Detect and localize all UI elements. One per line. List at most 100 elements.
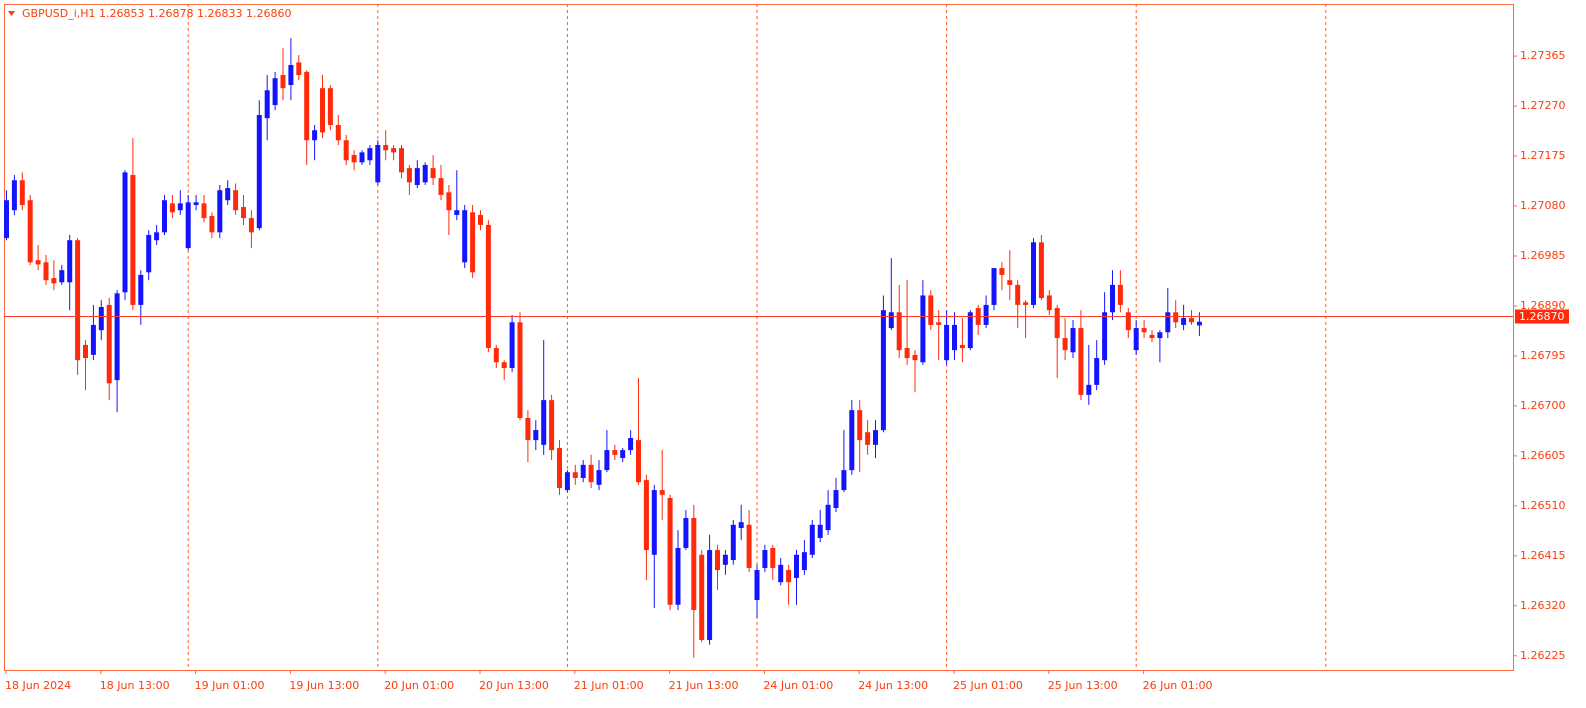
x-tick-label: 19 Jun 01:00 (195, 679, 265, 692)
candle-body (533, 430, 539, 441)
candle-body (999, 268, 1005, 275)
x-tick-label: 21 Jun 01:00 (574, 679, 644, 692)
candle-body (248, 218, 254, 233)
candle-body (967, 312, 973, 349)
candle-body (264, 90, 270, 119)
candle-body (604, 450, 610, 471)
candle-body (217, 190, 223, 233)
candle-body (1149, 334, 1155, 339)
candle-body (1173, 312, 1179, 323)
y-tick-label: 1.26320 (1520, 599, 1566, 612)
candle-body (162, 200, 167, 233)
candle-body (1038, 242, 1044, 299)
candle-body (873, 430, 878, 445)
candle-body (738, 522, 744, 528)
x-tick-label: 18 Jun 13:00 (100, 679, 170, 692)
candle-body (509, 322, 515, 369)
candle-body (920, 295, 926, 363)
y-tick-label: 1.26890 (1520, 299, 1566, 312)
candle-body (564, 472, 570, 491)
candle-body (462, 210, 468, 263)
candle-body (1062, 338, 1068, 351)
candle-body (572, 472, 578, 478)
candle-body (4, 200, 9, 239)
candle-body (130, 174, 136, 305)
candle-body (446, 192, 452, 211)
candle-body (1165, 312, 1171, 333)
candle-body (778, 564, 784, 583)
candle-body (809, 524, 815, 555)
candle-body (1196, 321, 1202, 326)
candle-body (1181, 318, 1187, 325)
candle-body (225, 188, 231, 201)
candle-body (114, 293, 120, 381)
candle-body (1125, 312, 1131, 331)
y-tick-label: 1.26795 (1520, 349, 1566, 362)
candle-body (422, 164, 428, 183)
candle-body (35, 260, 41, 265)
y-tick-label: 1.26510 (1520, 499, 1566, 512)
candle-body (746, 524, 752, 568)
candle-body (256, 115, 262, 229)
candle-body (683, 517, 689, 548)
candle-body (525, 418, 531, 441)
menu-triangle[interactable] (8, 11, 15, 16)
y-tick-label: 1.26225 (1520, 649, 1566, 662)
candle-body (399, 148, 404, 173)
candle-body (1023, 302, 1029, 305)
candle-body (169, 203, 175, 213)
candle-body (241, 207, 246, 219)
candle-body (636, 440, 641, 483)
y-tick-label: 1.26700 (1520, 399, 1566, 412)
candle-body (414, 168, 420, 185)
candle-body (1102, 312, 1108, 361)
candle-body (438, 178, 444, 195)
candle-body (327, 88, 333, 125)
x-tick-label: 25 Jun 01:00 (953, 679, 1023, 692)
candle-body (335, 124, 341, 141)
candle-body (19, 180, 25, 205)
candle-body (541, 400, 547, 445)
candle-body (628, 438, 634, 451)
candle-body (493, 348, 499, 363)
candle-body (959, 344, 965, 349)
candle-body (1157, 332, 1163, 339)
candle-body (367, 148, 373, 161)
candle-body (699, 554, 705, 641)
candle-body (841, 470, 847, 491)
candle-body (138, 274, 144, 305)
candle-body (1046, 295, 1052, 311)
current-price-label: 1.26870 (1519, 310, 1565, 323)
candle-body (320, 88, 325, 133)
candle-body (272, 78, 278, 106)
candle-body (59, 270, 65, 283)
candle-body (580, 464, 586, 478)
candle-body (75, 240, 81, 361)
x-tick-label: 26 Jun 01:00 (1143, 679, 1213, 692)
candle-body (912, 354, 918, 361)
candle-body (177, 203, 183, 211)
candle-body (1094, 358, 1100, 385)
candle-body (375, 144, 381, 183)
candle-body (280, 75, 286, 89)
candle-body (667, 497, 673, 605)
candle-body (1031, 242, 1036, 305)
candle-body (90, 324, 96, 355)
x-tick-label: 25 Jun 13:00 (1048, 679, 1118, 692)
y-tick-label: 1.26415 (1520, 549, 1566, 562)
candle-body (880, 310, 886, 431)
candle-body (730, 524, 736, 561)
x-tick-label: 20 Jun 13:00 (479, 679, 549, 692)
candle-body (801, 552, 807, 571)
candle-body (991, 268, 997, 305)
y-tick-label: 1.27175 (1520, 149, 1566, 162)
candle-body (817, 524, 823, 538)
candle-body (659, 490, 665, 495)
candle-body (478, 214, 483, 225)
candle-body (1070, 328, 1076, 353)
candle-body (794, 554, 799, 578)
y-tick-label: 1.27365 (1520, 49, 1566, 62)
candle-body (233, 190, 239, 211)
